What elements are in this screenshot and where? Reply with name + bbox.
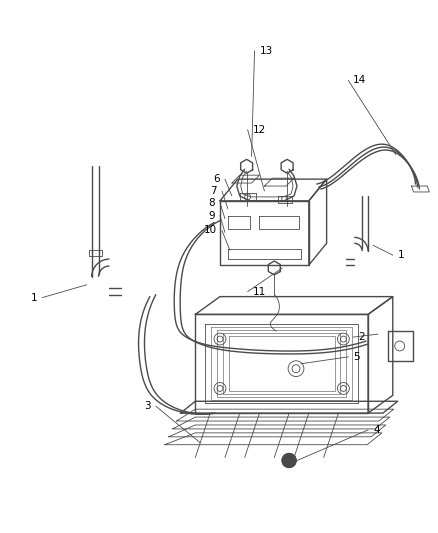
Text: 3: 3	[144, 401, 151, 411]
Text: 2: 2	[358, 332, 365, 342]
Text: 5: 5	[353, 352, 360, 362]
Text: 9: 9	[208, 211, 215, 221]
Circle shape	[282, 454, 296, 467]
Text: 14: 14	[353, 75, 367, 85]
Text: 13: 13	[259, 46, 273, 56]
Text: 1: 1	[31, 293, 37, 303]
Text: 1: 1	[398, 250, 404, 260]
Text: 8: 8	[208, 198, 215, 208]
Text: 7: 7	[210, 186, 217, 196]
Text: 6: 6	[213, 174, 220, 184]
Text: 11: 11	[253, 287, 266, 297]
Text: 4: 4	[373, 425, 380, 435]
Text: 12: 12	[253, 125, 266, 135]
Text: 10: 10	[204, 225, 217, 236]
